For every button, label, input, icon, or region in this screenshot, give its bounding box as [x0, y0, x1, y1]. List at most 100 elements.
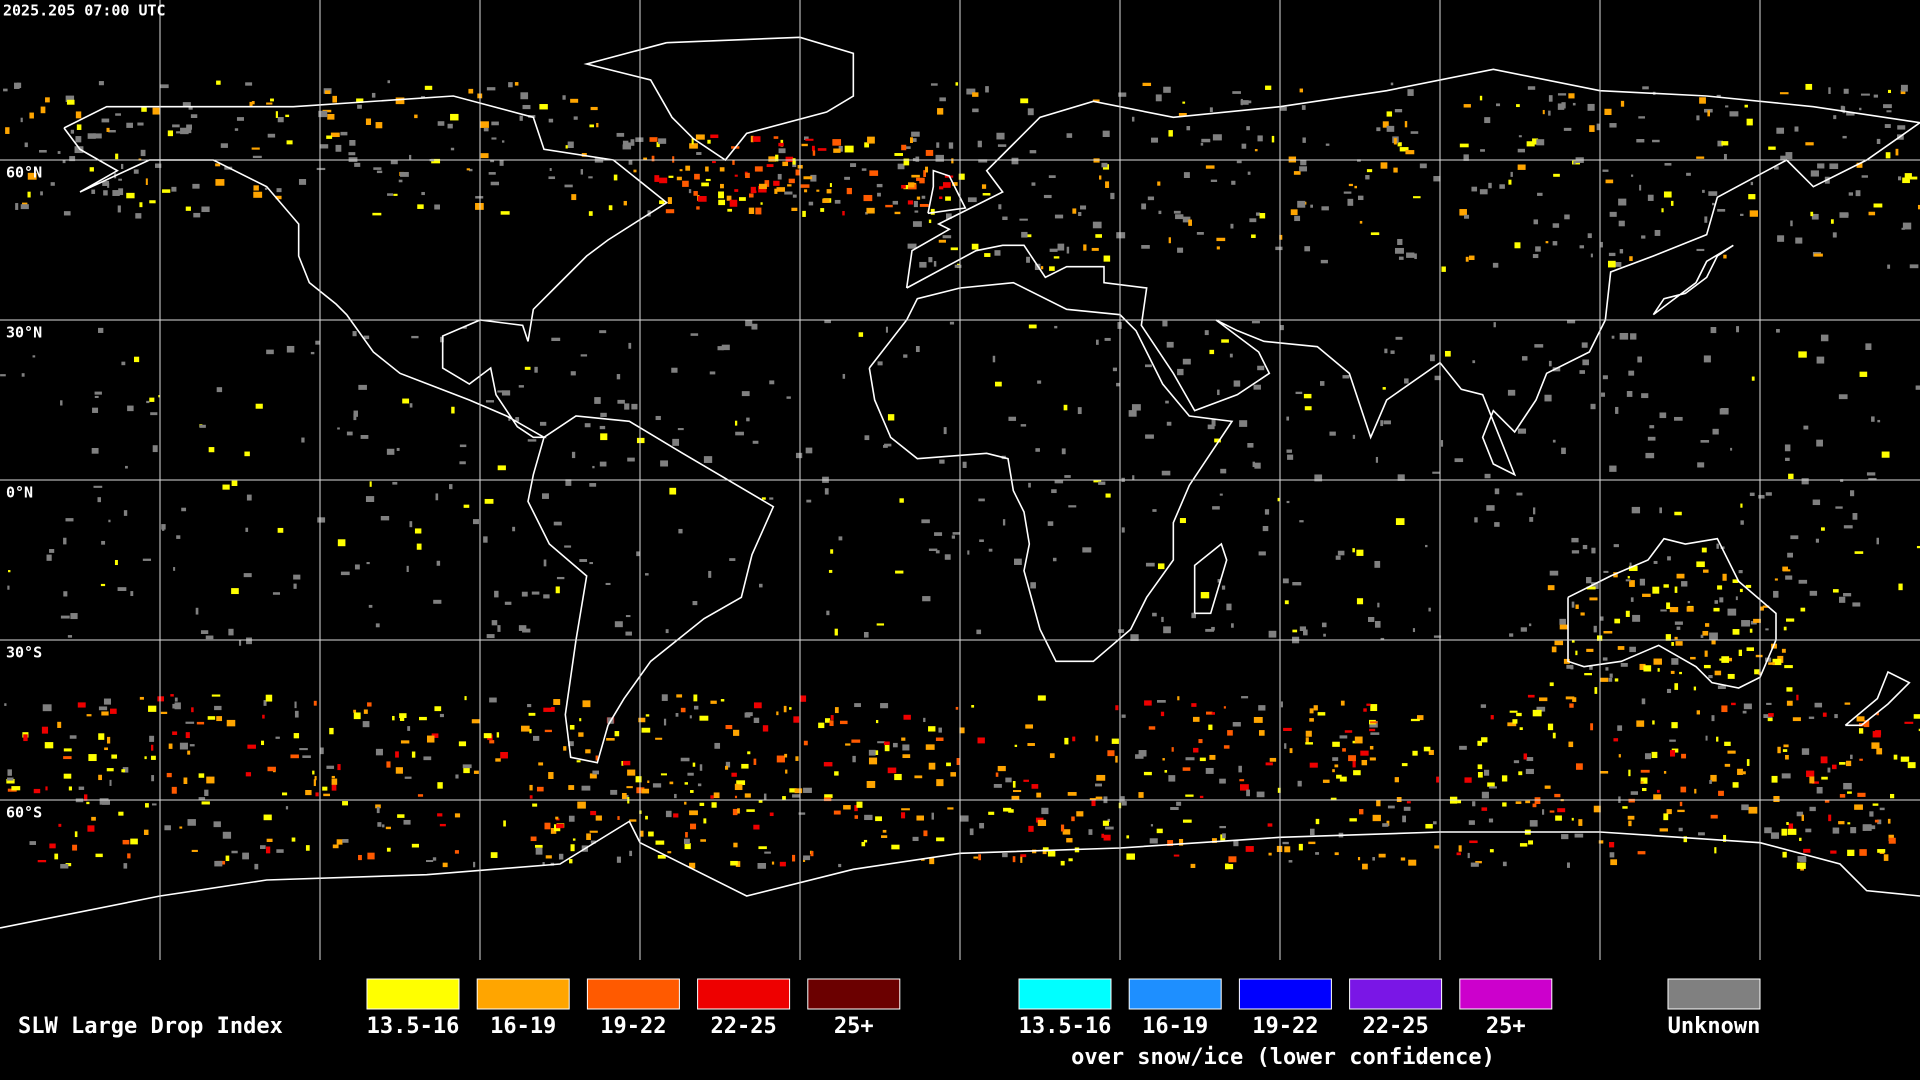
cloud-pixel: [1356, 598, 1364, 605]
cloud-pixel: [390, 160, 398, 165]
cloud-pixel: [771, 861, 775, 865]
cloud-pixel: [1254, 149, 1258, 152]
cloud-pixel: [326, 765, 335, 769]
cloud-pixel: [556, 576, 565, 580]
legend-swatch: [1667, 978, 1761, 1010]
cloud-pixel: [1859, 107, 1862, 111]
cloud-pixel: [398, 179, 403, 183]
cloud-pixel: [700, 839, 707, 842]
cloud-pixel: [812, 150, 816, 156]
cloud-pixel: [1313, 705, 1318, 711]
cloud-pixel: [1072, 208, 1077, 214]
cloud-pixel: [658, 138, 667, 144]
cloud-pixel: [1800, 607, 1806, 612]
cloud-pixel: [861, 841, 866, 847]
cloud-pixel: [450, 147, 455, 151]
cloud-pixel: [247, 744, 256, 749]
cloud-pixel: [648, 831, 654, 837]
cloud-pixel: [667, 197, 672, 204]
cloud-pixel: [1839, 794, 1846, 798]
cloud-pixel: [1288, 156, 1297, 163]
cloud-pixel: [928, 257, 933, 263]
cloud-pixel: [1199, 795, 1204, 799]
cloud-pixel: [486, 634, 495, 639]
cloud-pixel: [532, 803, 538, 807]
cloud-pixel: [191, 707, 194, 713]
cloud-pixel: [1604, 108, 1612, 116]
cloud-pixel: [1814, 702, 1823, 708]
cloud-pixel: [1014, 558, 1022, 565]
cloud-pixel: [1177, 368, 1184, 376]
cloud-pixel: [409, 521, 413, 528]
cloud-pixel: [839, 720, 848, 725]
cloud-pixel: [392, 715, 395, 721]
cloud-pixel: [109, 779, 112, 786]
cloud-pixel: [705, 178, 711, 182]
cloud-pixel: [1068, 858, 1073, 862]
cloud-pixel: [29, 841, 37, 845]
cloud-pixel: [393, 193, 398, 196]
cloud-pixel: [665, 209, 675, 214]
cloud-pixel: [1659, 828, 1668, 832]
cloud-pixel: [495, 758, 501, 762]
cloud-pixel: [462, 764, 472, 769]
cloud-pixel: [512, 526, 516, 532]
cloud-pixel: [1178, 838, 1184, 846]
cloud-pixel: [544, 822, 551, 830]
cloud-pixel: [504, 601, 512, 605]
cloud-pixel: [915, 346, 920, 353]
cloud-pixel: [152, 107, 160, 115]
cloud-pixel: [735, 431, 744, 436]
cloud-pixel: [1846, 112, 1855, 116]
legend-swatch: [1128, 978, 1222, 1010]
cloud-pixel: [164, 825, 171, 831]
cloud-pixel: [118, 811, 124, 816]
cloud-pixel: [1779, 92, 1789, 95]
cloud-pixel: [769, 497, 774, 500]
cloud-pixel: [1092, 99, 1100, 102]
cloud-pixel: [1413, 196, 1421, 199]
cloud-pixel: [1156, 828, 1163, 834]
cloud-pixel: [1724, 741, 1731, 746]
cloud-pixel: [1552, 223, 1560, 228]
cloud-pixel: [753, 824, 760, 830]
cloud-pixel: [954, 264, 962, 268]
cloud-pixel: [1839, 762, 1846, 765]
cloud-pixel: [1782, 851, 1787, 858]
cloud-pixel: [160, 711, 168, 715]
cloud-pixel: [4, 703, 7, 706]
cloud-pixel: [1107, 750, 1115, 757]
cloud-pixel: [758, 185, 767, 193]
cloud-pixel: [567, 141, 574, 148]
cloud-pixel: [265, 694, 273, 702]
cloud-pixel: [630, 139, 635, 146]
cloud-pixel: [60, 863, 69, 869]
cloud-pixel: [967, 197, 977, 203]
cloud-pixel: [1488, 818, 1494, 823]
cloud-pixel: [98, 733, 105, 740]
cloud-pixel: [1469, 840, 1478, 844]
cloud-pixel: [363, 709, 368, 714]
cloud-pixel: [185, 206, 191, 211]
cloud-pixel: [1534, 797, 1541, 805]
cloud-pixel: [982, 193, 991, 196]
cloud-pixel: [1216, 246, 1220, 250]
cloud-pixel: [1141, 203, 1147, 210]
cloud-pixel: [692, 601, 698, 606]
cloud-pixel: [782, 161, 789, 167]
cloud-pixel: [972, 92, 979, 97]
cloud-pixel: [375, 804, 381, 809]
cloud-pixel: [669, 781, 674, 785]
cloud-pixel: [776, 711, 779, 716]
cloud-pixel: [923, 170, 926, 178]
cloud-pixel: [784, 753, 788, 758]
cloud-pixel: [570, 371, 576, 376]
cloud-pixel: [899, 498, 904, 503]
cloud-pixel: [792, 158, 796, 165]
cloud-pixel: [788, 178, 795, 184]
cloud-pixel: [1454, 458, 1464, 463]
cloud-pixel: [1902, 222, 1912, 230]
cloud-pixel: [255, 403, 263, 409]
cloud-pixel: [1564, 214, 1570, 220]
cloud-pixel: [1404, 121, 1408, 128]
